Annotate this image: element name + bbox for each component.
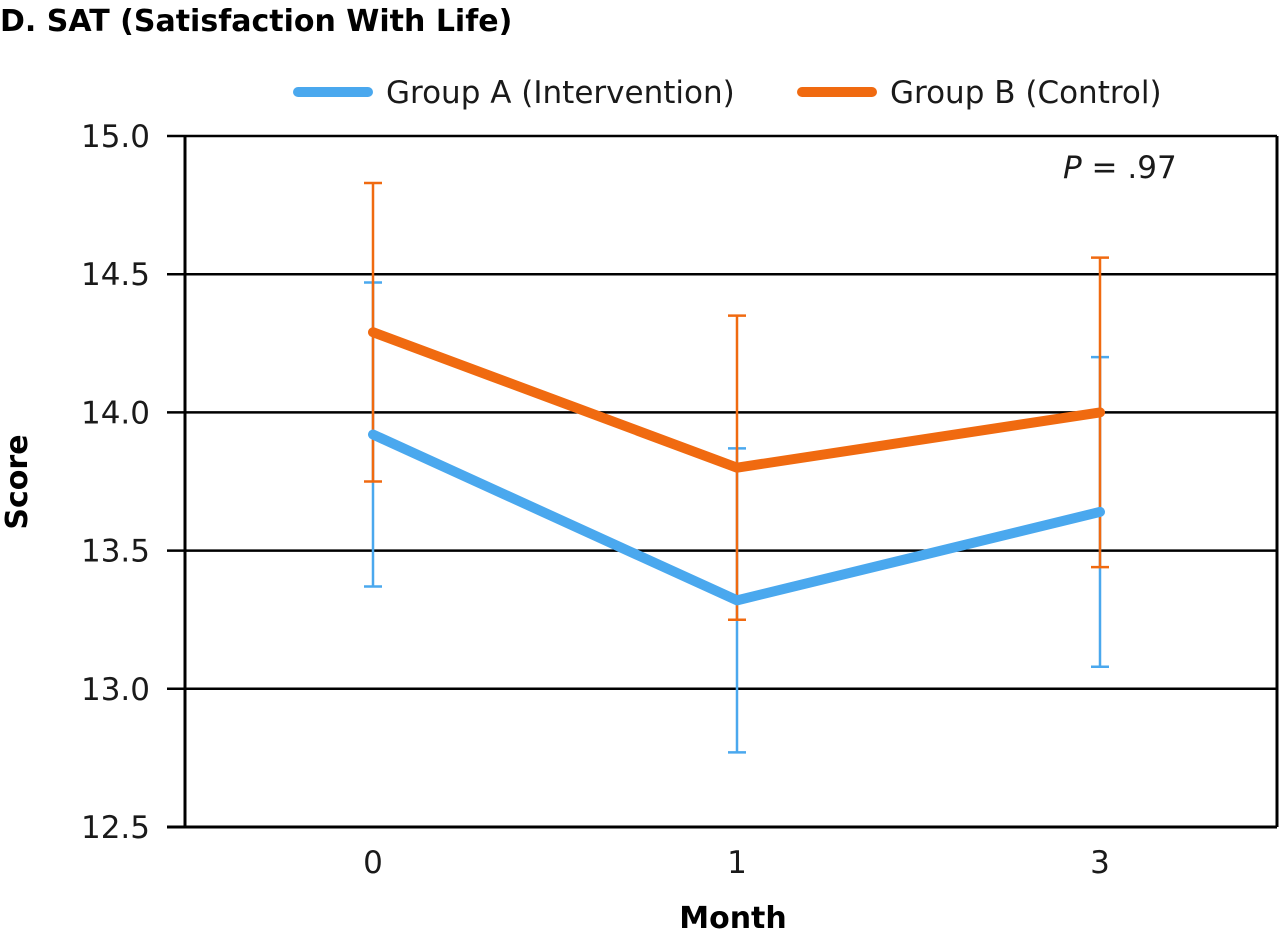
gridlines	[185, 134, 1277, 691]
y-tick-labels: 12.5 13.0 13.5 14.0 14.5 15.0	[81, 119, 150, 846]
x-tick-label: 3	[1090, 845, 1110, 881]
legend-label-group-a: Group A (Intervention)	[386, 75, 735, 111]
y-tick-label: 13.0	[81, 672, 150, 708]
y-tick-label: 15.0	[81, 119, 150, 155]
series-line-group-b	[368, 327, 1105, 473]
series-line-group-a	[368, 429, 1105, 606]
y-tick-label: 14.0	[81, 395, 150, 431]
x-axis-title: Month	[679, 901, 787, 933]
series-lines	[368, 327, 1105, 606]
x-tick-label: 1	[727, 845, 747, 881]
y-tick-label: 13.5	[81, 534, 150, 570]
y-axis-title: Score	[0, 434, 35, 529]
axes	[167, 134, 1279, 829]
chart-title: D. SAT (Satisfaction With Life)	[0, 4, 512, 39]
p-value-annotation: P = .97	[1063, 150, 1177, 186]
y-tick-label: 14.5	[81, 257, 150, 293]
legend-label-group-b: Group B (Control)	[890, 75, 1162, 111]
x-tick-labels: 0 1 3	[363, 845, 1110, 881]
legend: Group A (Intervention) Group B (Control)	[293, 75, 1162, 111]
x-tick-label: 0	[363, 845, 383, 881]
y-tick-label: 12.5	[81, 810, 150, 846]
p-value-symbol: P	[1063, 150, 1082, 186]
p-value-rest: = .97	[1082, 150, 1177, 186]
